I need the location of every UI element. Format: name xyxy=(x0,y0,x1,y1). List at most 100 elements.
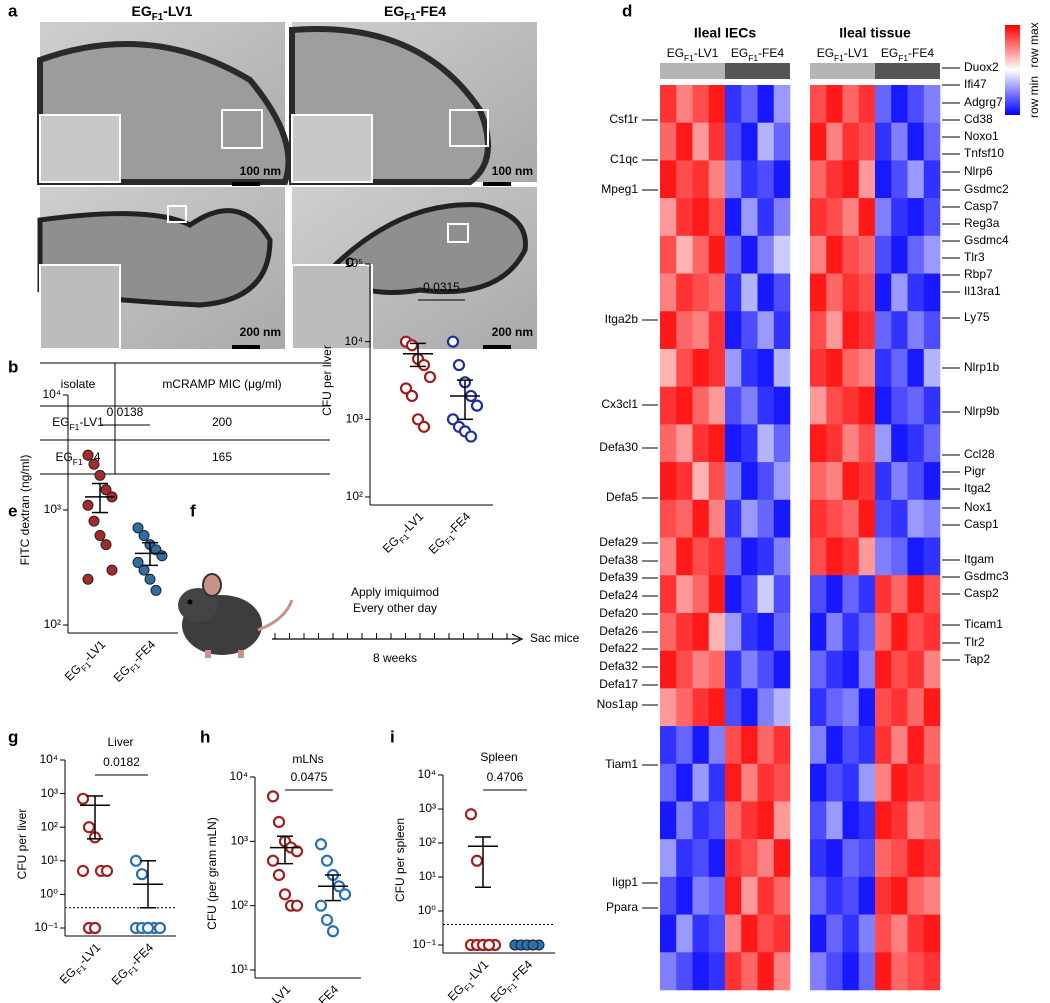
heatmap-cell xyxy=(676,876,693,915)
heatmap-cell xyxy=(858,424,876,463)
heatmap-cell xyxy=(692,801,710,840)
heatmap-cell xyxy=(810,348,827,387)
data-point xyxy=(135,868,149,881)
data-point xyxy=(470,399,484,412)
data-point xyxy=(290,845,304,858)
heatmap-cell xyxy=(858,122,876,161)
x-tick-label: EGF1-FE4 xyxy=(488,957,538,1003)
heatmap-cell xyxy=(757,198,775,237)
group-label: EGF1-LV1 xyxy=(667,46,719,63)
y-tick-label: 10¹ xyxy=(231,962,248,976)
heatmap-cell xyxy=(810,198,827,237)
heatmap-cell xyxy=(842,763,860,802)
data-point xyxy=(290,899,304,912)
gene-label: Nlrp9b xyxy=(964,404,1000,418)
heatmap-cell xyxy=(907,348,925,387)
heatmap-cell xyxy=(810,763,827,802)
data-point xyxy=(314,899,328,912)
heatmap-cell xyxy=(725,537,742,576)
heatmap-cell xyxy=(875,122,892,161)
heatmap-cell xyxy=(757,273,775,312)
heatmap-cell xyxy=(810,85,827,124)
heatmap-cell xyxy=(907,462,925,501)
heatmap-cell xyxy=(826,688,843,727)
group-bar xyxy=(725,63,790,79)
data-point xyxy=(100,539,112,551)
label-part: -FE4 xyxy=(445,509,474,538)
data-point xyxy=(338,888,352,901)
y-tick-label: 10¹ xyxy=(41,853,58,867)
heatmap-cell xyxy=(810,311,827,350)
heatmap-cell xyxy=(773,763,791,802)
heatmap-cell xyxy=(692,726,710,765)
y-tick-label: 10³ xyxy=(419,801,436,815)
heatmap-cell xyxy=(660,726,677,765)
p-value: 0.0315 xyxy=(423,280,460,294)
heatmap-cell xyxy=(842,575,860,614)
table-cell: 200 xyxy=(212,415,232,429)
heatmap-cell xyxy=(858,876,876,915)
heatmap-cell xyxy=(757,235,775,274)
heatmap-cell xyxy=(842,462,860,501)
heatmap-cell xyxy=(741,726,758,765)
heatmap-cell xyxy=(708,914,726,953)
gene-label: Tiam1 xyxy=(605,757,638,771)
heatmap-cell xyxy=(725,876,742,915)
heatmap-cell xyxy=(773,273,791,312)
heatmap-cell xyxy=(842,726,860,765)
gene-label: Pigr xyxy=(964,464,985,478)
data-point xyxy=(150,584,162,596)
heatmap-cell xyxy=(810,537,827,576)
data-point xyxy=(464,430,478,443)
gene-label: Tap2 xyxy=(964,652,990,666)
heatmap-cell xyxy=(907,273,925,312)
data-point xyxy=(156,550,168,562)
gene-label: Defa29 xyxy=(599,535,638,549)
y-tick-label: 10³ xyxy=(231,834,248,848)
heatmap-cell xyxy=(923,462,941,501)
gene-label: Tlr3 xyxy=(964,250,985,264)
heatmap-cell xyxy=(907,386,925,425)
heatmap-cell xyxy=(773,198,791,237)
data-point xyxy=(266,854,280,867)
heatmap-cell xyxy=(708,650,726,689)
heatmap-cell xyxy=(725,160,742,199)
heatmap-cell xyxy=(891,424,908,463)
heatmap-cell xyxy=(773,160,791,199)
gene-label: Mpeg1 xyxy=(601,182,638,196)
heatmap-cell xyxy=(741,235,758,274)
heatmap-cell xyxy=(773,952,791,991)
heatmap-cell xyxy=(907,311,925,350)
heatmap-cell xyxy=(676,85,693,124)
color-bar-label: row max xyxy=(1027,22,1041,67)
y-tick-label: 10⁵ xyxy=(345,256,363,270)
data-point xyxy=(272,815,286,829)
heatmap-cell xyxy=(826,85,843,124)
gene-label: Ppara xyxy=(606,900,638,914)
heatmap-cell xyxy=(660,499,677,538)
gene-label: Noxo1 xyxy=(964,129,999,143)
heatmap-cell xyxy=(708,952,726,991)
y-tick-label: 10² xyxy=(231,898,248,912)
heatmap-cell xyxy=(923,575,941,614)
label-part: -FE4 xyxy=(758,46,784,60)
heatmap-cell xyxy=(708,386,726,425)
color-bar xyxy=(1005,25,1020,115)
heatmap-cell xyxy=(875,462,892,501)
heatmap-cell xyxy=(741,537,758,576)
heatmap-cell xyxy=(725,235,742,274)
panel-label: b xyxy=(8,357,18,376)
label-part: -LV1 xyxy=(694,46,719,60)
label-part: -LV1 xyxy=(163,3,193,19)
heatmap-cell xyxy=(826,386,843,425)
heatmap-cell xyxy=(842,273,860,312)
heatmap-cell xyxy=(875,839,892,878)
heatmap-cell xyxy=(842,311,860,350)
label-part: EG xyxy=(667,46,684,60)
heatmap-cell xyxy=(858,311,876,350)
heatmap-cell xyxy=(757,612,775,651)
x-tick-label: EGF1-FE4 xyxy=(109,940,159,990)
heatmap-cell xyxy=(842,198,860,237)
heatmap-cell xyxy=(660,273,677,312)
